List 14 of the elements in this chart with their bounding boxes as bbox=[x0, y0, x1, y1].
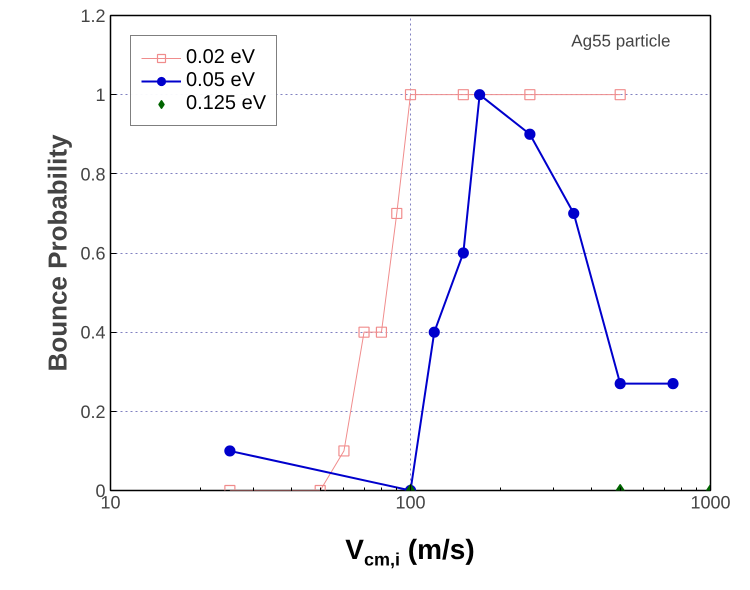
y-tick-label: 0.6 bbox=[80, 244, 106, 264]
y-tick-label: 1.2 bbox=[80, 6, 106, 26]
x-tick-label: 100 bbox=[395, 492, 426, 512]
y-tick-label: 0.4 bbox=[80, 322, 106, 343]
legend-label: 0.05 eV bbox=[186, 69, 255, 92]
y-tick-label: 0.2 bbox=[80, 402, 106, 422]
y-axis-title: Bounce Probability bbox=[42, 134, 72, 372]
y-tick-label: 1 bbox=[95, 85, 106, 106]
legend-label: 0.02 eV bbox=[186, 46, 255, 69]
legend-label: 0.125 eV bbox=[186, 92, 266, 115]
annotation: Ag55 particle bbox=[571, 32, 671, 50]
y-tick-label: 0.8 bbox=[80, 164, 106, 184]
x-tick-label: 1000 bbox=[690, 492, 731, 512]
x-axis-title: V$_{cm,i}$ (m/s) bbox=[344, 533, 476, 572]
